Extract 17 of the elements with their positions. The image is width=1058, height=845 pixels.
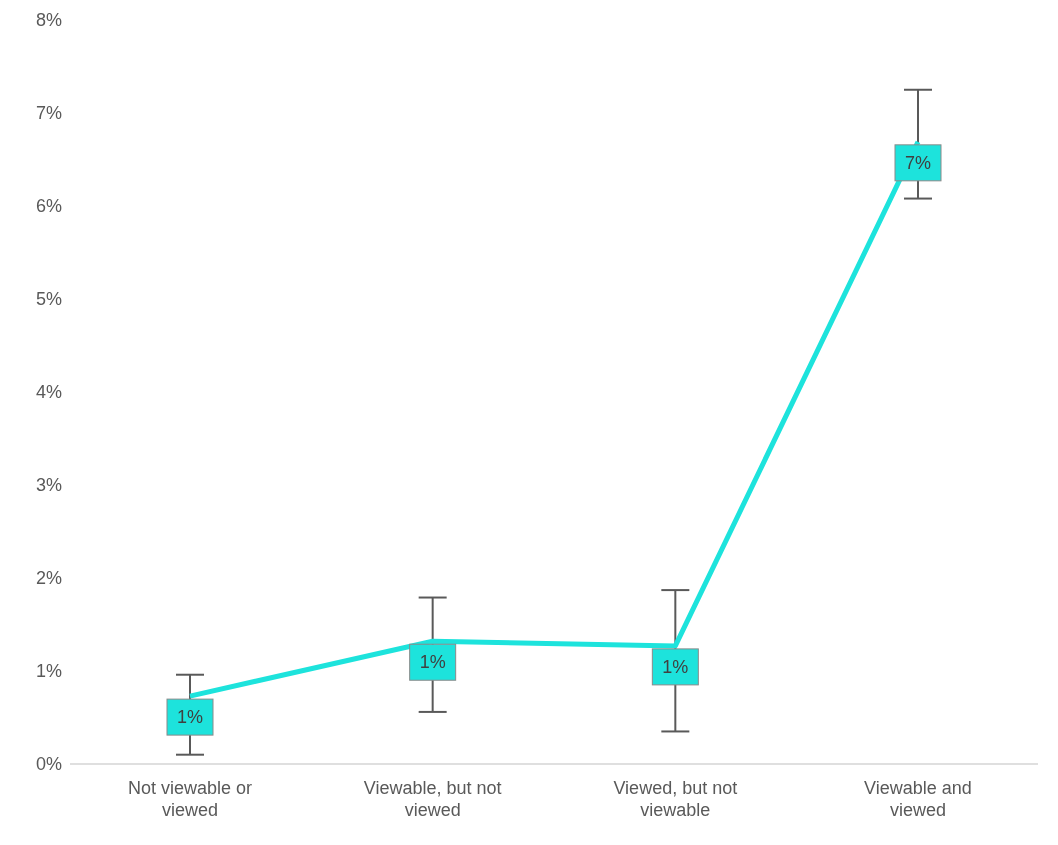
- data-label: 1%: [662, 656, 689, 677]
- x-tick-label: Viewed, but not viewable: [613, 778, 738, 820]
- y-tick-label: 6%: [35, 196, 62, 217]
- y-tick-label: 3%: [35, 475, 62, 496]
- x-tick-label: Viewable and viewed: [864, 778, 972, 820]
- y-tick-label: 1%: [35, 661, 62, 682]
- y-tick-label: 2%: [35, 568, 62, 589]
- data-label: 1%: [176, 707, 204, 728]
- y-tick-label: 7%: [35, 103, 62, 124]
- y-tick-label: 5%: [35, 289, 62, 310]
- y-tick-label: 0%: [35, 754, 62, 775]
- y-tick-label: 4%: [35, 382, 62, 403]
- x-tick-label: Not viewable or viewed: [127, 778, 253, 820]
- data-label: 7%: [904, 152, 932, 173]
- x-tick-label: Viewable, but not viewed: [363, 778, 502, 820]
- data-label: 1%: [419, 652, 446, 673]
- y-tick-label: 8%: [35, 10, 62, 31]
